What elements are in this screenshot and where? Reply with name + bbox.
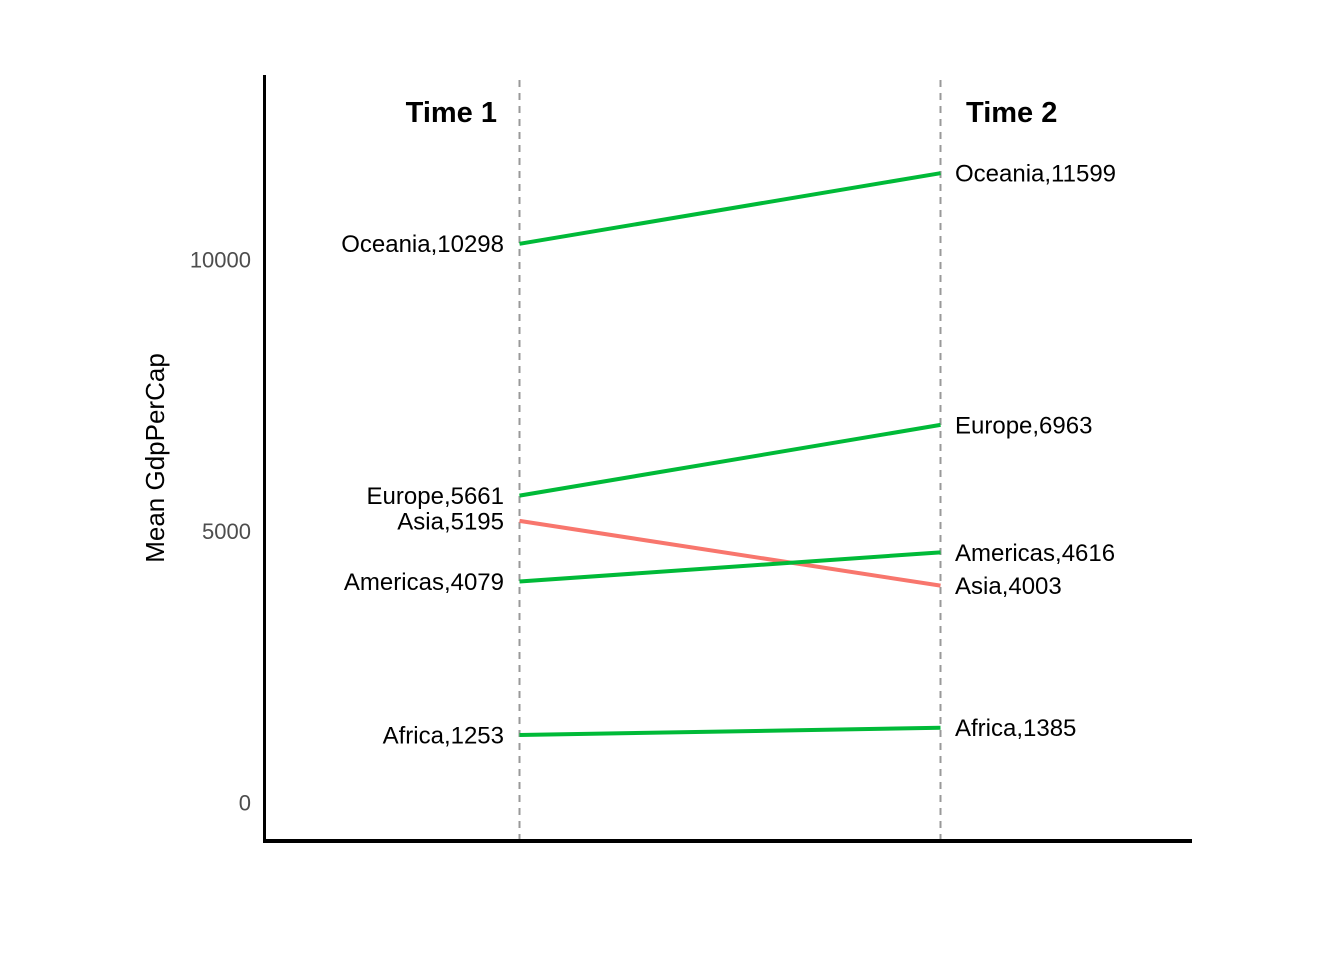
slope-line-americas bbox=[519, 550, 941, 584]
left-label-europe: Europe,5661 bbox=[367, 483, 504, 510]
right-label-americas: Americas,4616 bbox=[955, 540, 1115, 567]
slope-line-africa bbox=[519, 725, 941, 737]
y-axis-tick-labels: 0 5000 10000 bbox=[190, 248, 251, 816]
slope-line-europe bbox=[519, 422, 941, 498]
series-value-labels: Oceania,10298 Oceania,11599 Europe,5661 Eur… bbox=[341, 161, 1116, 750]
y-tick-label-5000: 5000 bbox=[202, 519, 251, 544]
left-label-asia: Asia,5195 bbox=[397, 508, 504, 535]
slope-line-asia bbox=[519, 518, 941, 588]
right-label-oceania: Oceania,11599 bbox=[955, 161, 1116, 188]
left-label-oceania: Oceania,10298 bbox=[341, 231, 504, 258]
y-axis-title: Mean GdpPerCap bbox=[140, 353, 170, 563]
right-label-asia: Asia,4003 bbox=[955, 573, 1062, 600]
y-tick-label-10000: 10000 bbox=[190, 248, 251, 273]
column-header-time1: Time 1 bbox=[406, 97, 497, 129]
slope-line-oceania bbox=[519, 171, 941, 246]
left-label-americas: Americas,4079 bbox=[344, 569, 504, 596]
right-label-europe: Europe,6963 bbox=[955, 412, 1092, 439]
column-header-time2: Time 2 bbox=[966, 97, 1057, 129]
left-label-africa: Africa,1253 bbox=[383, 722, 504, 749]
slope-lines bbox=[519, 171, 941, 737]
right-label-africa: Africa,1385 bbox=[955, 715, 1076, 742]
y-tick-label-0: 0 bbox=[239, 791, 251, 816]
